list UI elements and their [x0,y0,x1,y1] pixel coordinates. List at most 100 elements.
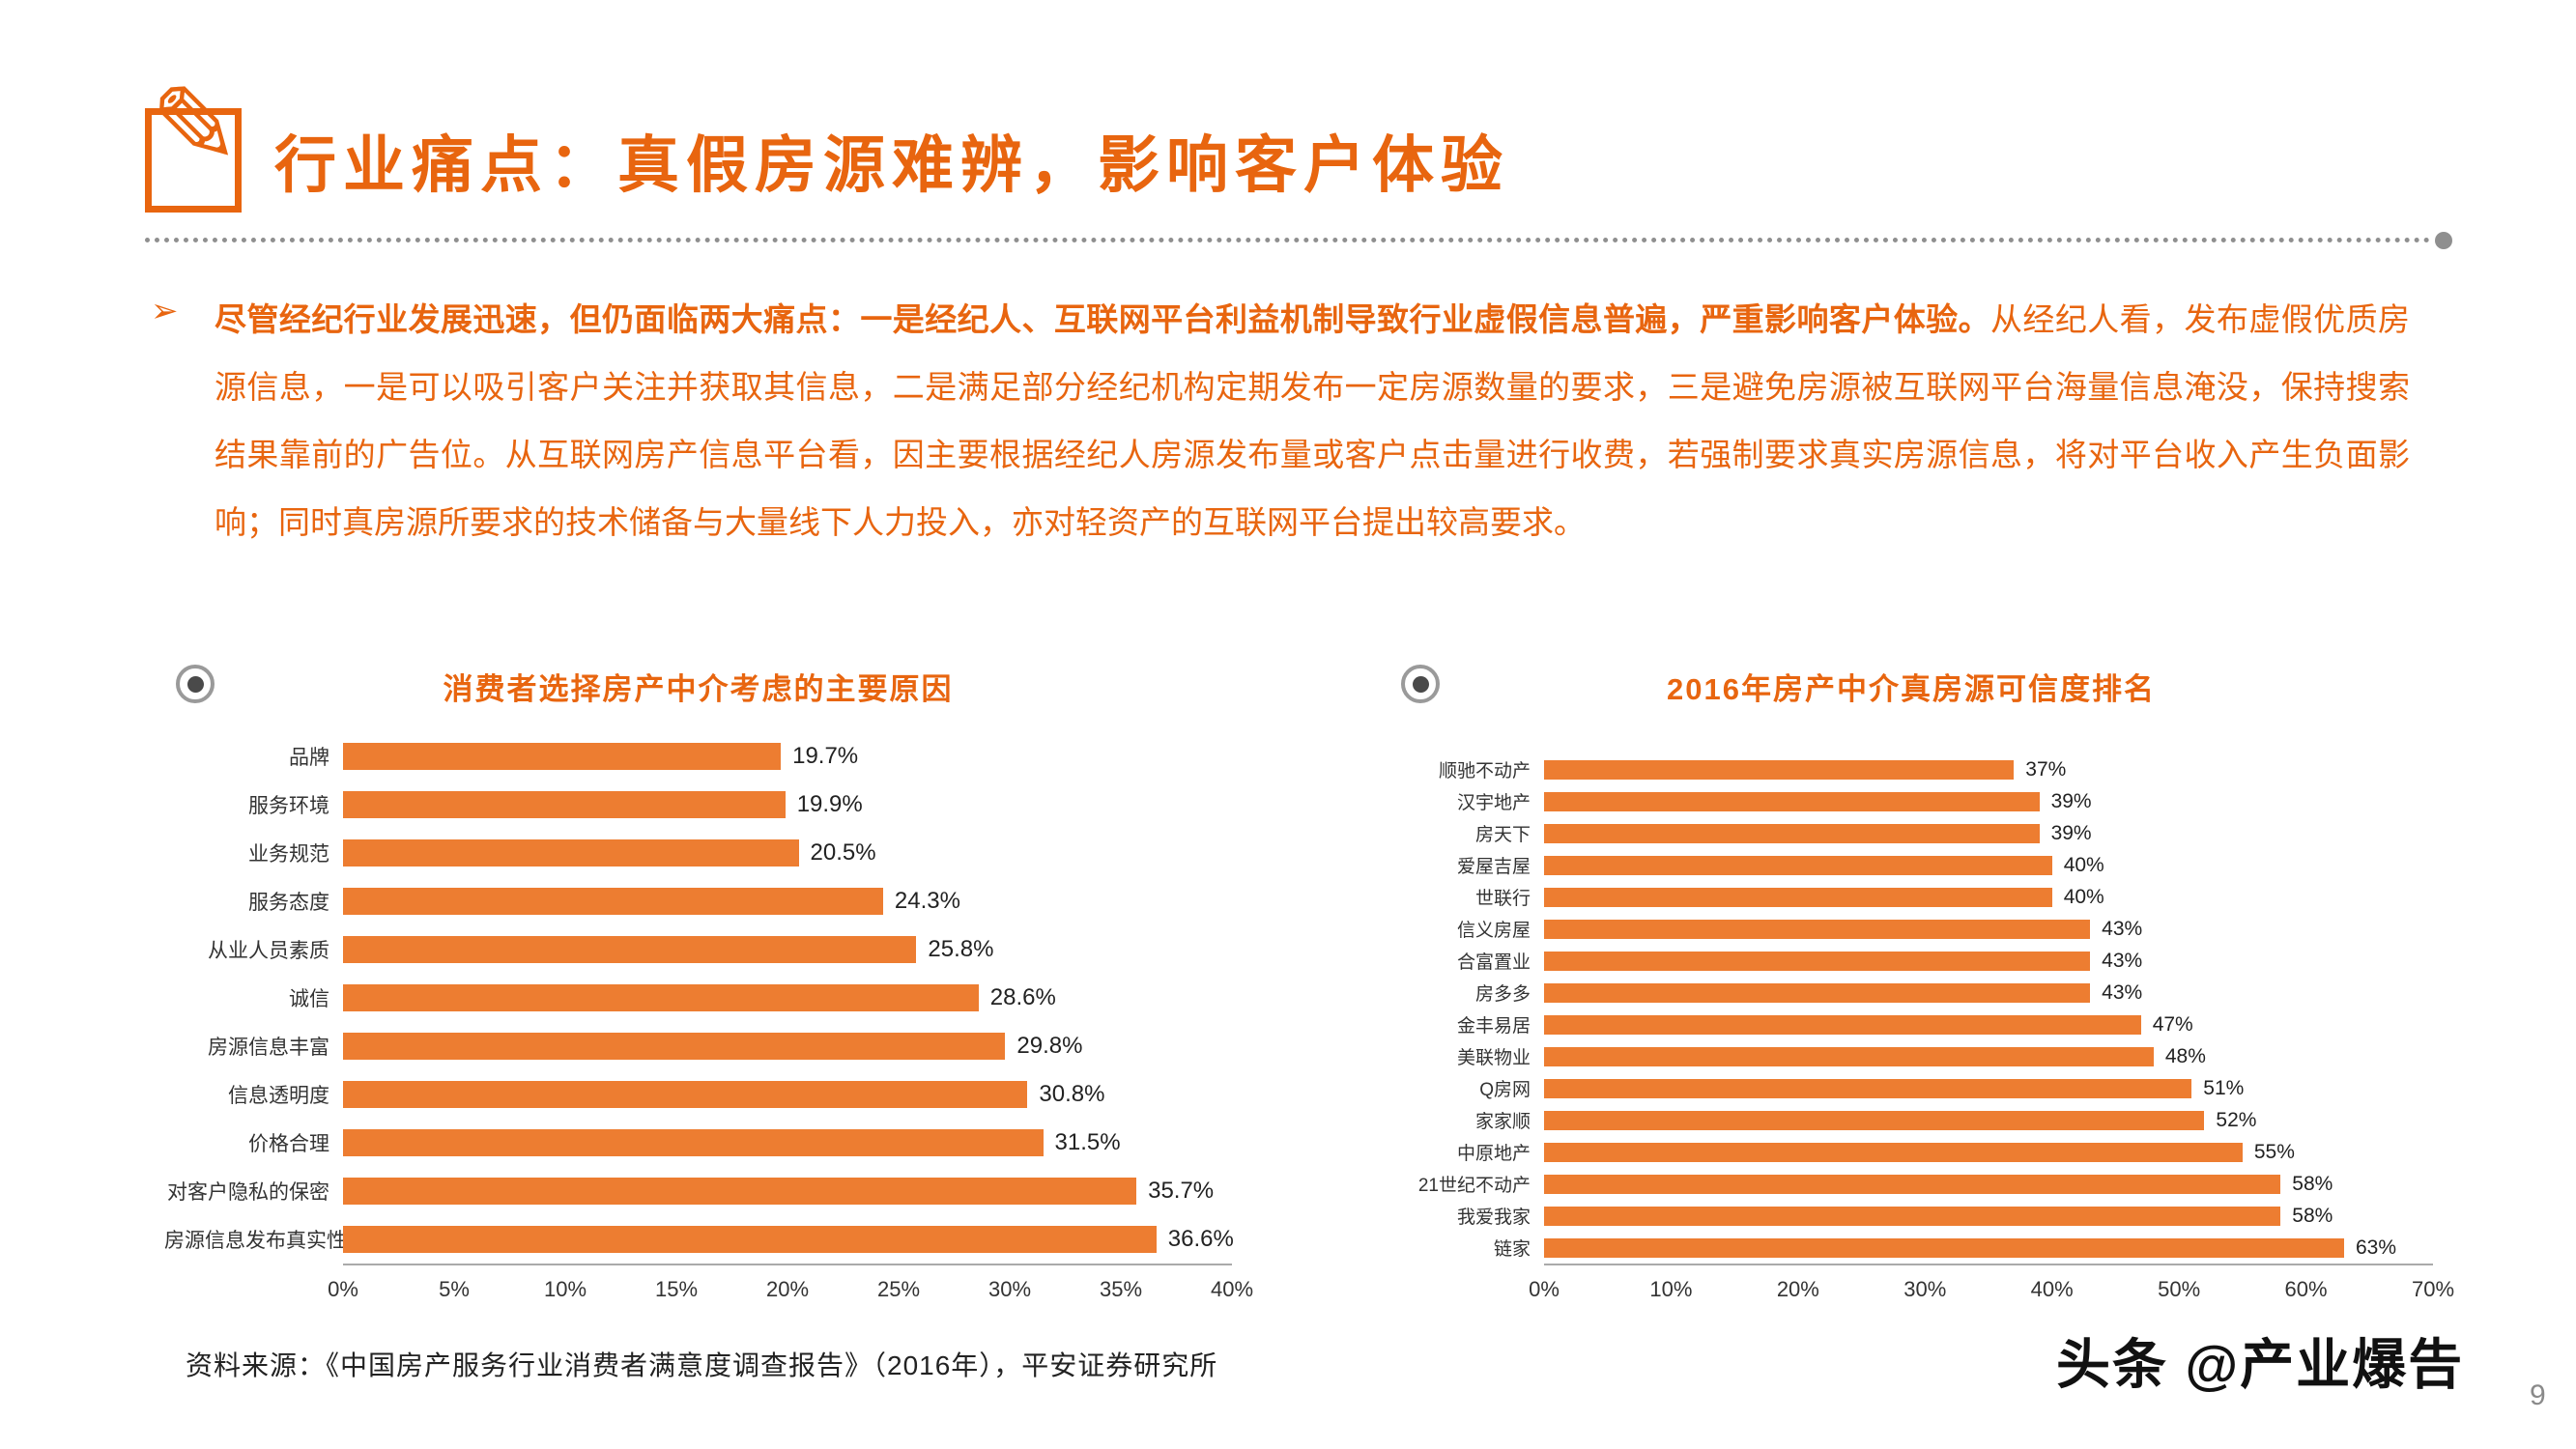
bar-category-label: 对客户隐私的保密 [167,1181,329,1204]
bar-category-label: 从业人员素质 [208,940,329,962]
bar-value-label: 51% [2203,1076,2245,1099]
bar [1544,951,2091,971]
page-number: 9 [2530,1379,2546,1411]
watermark: 头条 @产业爆告 [2056,1334,2465,1395]
bar-category-label: 爱屋吉屋 [1456,857,1531,877]
bar-row: 品牌 19.7% [164,732,1232,781]
bar-value-label: 58% [2292,1204,2333,1227]
bar-value-label: 20.5% [810,839,876,866]
axis-tick-label: 30% [1903,1277,1947,1301]
bar-row: 顺驰不动产 37% [1389,753,2433,785]
bar-row: Q房网 51% [1389,1072,2433,1104]
bar [1544,1237,2344,1258]
bar-row: 业务规范 20.5% [164,829,1232,877]
bullseye-icon [176,665,215,703]
bar-row: 美联物业 48% [1389,1040,2433,1072]
bullseye-icon-dot [186,675,204,693]
pencil-icon: ✎ [150,66,241,186]
bar-track: 25.8% [343,925,1232,974]
bar-value-label: 37% [2025,757,2067,781]
chart-header: 2016年房产中介真房源可信度排名 [1389,657,2433,715]
bar-category-label: 房多多 [1474,984,1531,1005]
chart-axis: 0% 5% 10% 15% 20% 25% 30% 35% 40% [328,1264,1253,1310]
bar-track: 36.6% [343,1215,1234,1264]
bar-category-label: 诚信 [289,988,329,1010]
axis-tick-label: 40% [2030,1277,2074,1301]
bar [1544,1174,2281,1194]
axis-tick-label: 50% [2158,1277,2201,1301]
bullseye-icon-dot [1412,675,1429,693]
axis-spacer [164,1264,343,1310]
bar [1544,759,2015,780]
bar-row: 汉宇地产 39% [1389,785,2433,817]
bar-row: 合富置业 43% [1389,945,2433,977]
bar-value-label: 40% [2063,885,2104,908]
bar-track: 55% [1544,1136,2433,1168]
bar-row: 从业人员素质 25.8% [164,925,1232,974]
bar-row: 中原地产 55% [1389,1136,2433,1168]
bar [1544,1142,2243,1162]
bar-category-label: 合富置业 [1456,952,1531,973]
bar [343,936,917,963]
bar-category-label: 价格合理 [248,1133,329,1155]
source-note: 资料来源：《中国房产服务行业消费者满意度调查报告》（2016年），平安证券研究所 [186,1350,1218,1380]
bar-track: 24.3% [343,877,1232,925]
bar-value-label: 58% [2292,1172,2333,1195]
bar-category-label: 房源信息发布真实性 [164,1230,347,1252]
bar [343,984,979,1011]
page-header: ✎ 行业痛点：真假房源难辨，影响客户体验 [145,72,1509,213]
bar-category-label: 房源信息丰富 [208,1037,329,1059]
bar-value-label: 35.7% [1148,1178,1215,1204]
bar-track: 52% [1544,1104,2433,1136]
intro-lead-text: 尽管经纪行业发展迅速，但仍面临两大痛点：一是经纪人、互联网平台利益机制导致行业虚… [215,301,1990,337]
bar-value-label: 29.8% [1016,1033,1083,1059]
bar [343,1178,1137,1205]
bar-category-label: 房天下 [1474,825,1531,845]
bar-track: 43% [1544,945,2433,977]
bar-value-label: 63% [2356,1236,2397,1259]
axis-tick-label: 20% [765,1277,810,1301]
bar-row: 价格合理 31.5% [164,1119,1232,1167]
chart-rows: 品牌 19.7% 服务环境 19.9% 业务规范 20.5% 服务态度 24.3% 从业人员素质… [164,732,1234,1264]
bar-row: 链家 63% [1389,1232,2433,1264]
bar-row: 21世纪不动产 58% [1389,1168,2433,1200]
bar-value-label: 36.6% [1167,1226,1234,1252]
bar-row: 金丰易居 47% [1389,1009,2433,1040]
dotted-divider [145,232,2452,249]
axis-tick-label: 10% [543,1277,587,1301]
bar-value-label: 30.8% [1039,1081,1105,1107]
bar [1544,982,2091,1003]
bar [1544,855,2052,875]
bar-track: 58% [1544,1200,2433,1232]
bar-row: 服务态度 24.3% [164,877,1232,925]
bar [343,791,786,818]
bar-track: 37% [1544,753,2433,785]
chart-credibility-ranking: 2016年房产中介真房源可信度排名 顺驰不动产 37% 汉宇地产 39% 房天下 39% 爱… [1389,657,2454,1310]
axis-spacer [1389,1264,1544,1310]
chart-consumer-reasons: 消费者选择房产中介考虑的主要原因 品牌 19.7% 服务环境 19.9% 业务规范 20.… [164,657,1253,1310]
bar-row: 诚信 28.6% [164,974,1232,1022]
axis-tick-label: 70% [2411,1277,2455,1301]
bar-row: 房天下 39% [1389,817,2433,849]
bar-value-label: 31.5% [1054,1129,1121,1155]
bar-track: 30.8% [343,1070,1232,1119]
bar [343,888,883,915]
bar [1544,823,2040,843]
chart-header: 消费者选择房产中介考虑的主要原因 [164,657,1232,715]
bar-track: 28.6% [343,974,1232,1022]
axis-tick-label: 40% [1210,1277,1254,1301]
bar [343,1129,1044,1156]
bar-value-label: 52% [2216,1108,2257,1131]
bar [1544,1078,2192,1098]
axis-tick-label: 0% [1529,1277,1560,1301]
bar [343,839,799,867]
bar-value-label: 43% [2102,917,2143,940]
bar-row: 房多多 43% [1389,977,2433,1009]
axis-tick-label: 30% [987,1277,1032,1301]
bar-track: 20.5% [343,829,1232,877]
bar-category-label: 金丰易居 [1456,1016,1531,1037]
bar-category-label: 服务态度 [248,892,329,914]
bar [1544,1206,2281,1226]
bar-value-label: 19.7% [792,743,859,769]
